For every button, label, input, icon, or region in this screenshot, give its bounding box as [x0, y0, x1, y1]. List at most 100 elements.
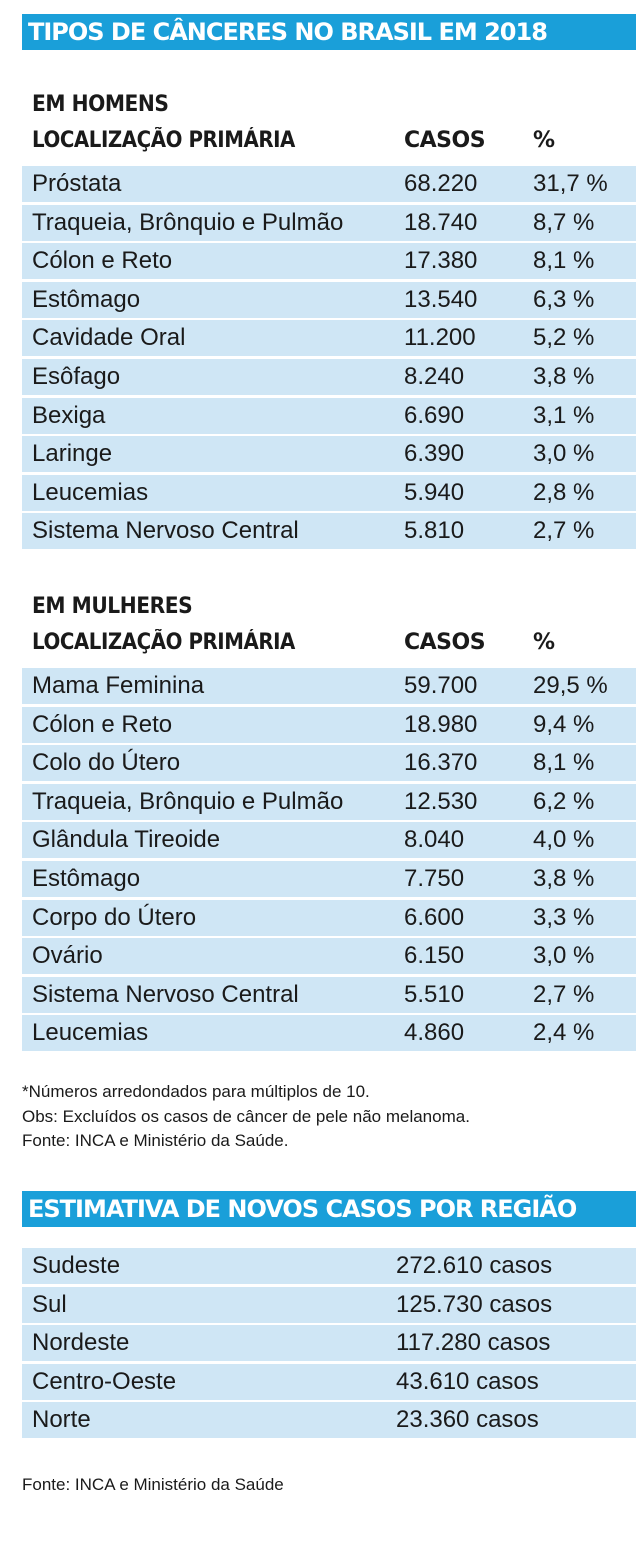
women-row-location: Glândula Tireoide: [32, 826, 221, 854]
men-table-row: Estômago 13.540 6,3 %: [22, 281, 636, 318]
men-row-cases: 11.200: [404, 324, 476, 352]
main-title-banner: TIPOS DE CÂNCERES NO BRASIL EM 2018: [22, 14, 636, 50]
region-row-name: Nordeste: [32, 1329, 130, 1357]
region-row-value: 272.610 casos: [396, 1252, 553, 1279]
men-row-cases: 6.390: [404, 440, 465, 468]
women-row-percent: 6,2 %: [533, 787, 595, 815]
men-row-cases: 8.240: [404, 362, 465, 390]
region-title-banner: ESTIMATIVA DE NOVOS CASOS POR REGIÃO: [22, 1191, 636, 1227]
women-row-percent: 2,4 %: [533, 1019, 595, 1047]
women-row-percent: 3,8 %: [533, 864, 595, 892]
women-row-cases: 59.700: [404, 672, 478, 699]
men-table-row: Traqueia, Brônquio e Pulmão 18.740 8,7 %: [22, 204, 636, 241]
men-row-location: Cólon e Reto: [32, 247, 173, 275]
men-row-percent: 8,1 %: [533, 247, 595, 275]
men-section-title: EM HOMENS: [32, 92, 169, 117]
region-table-row: Centro-Oeste 43.610 casos: [22, 1363, 636, 1400]
footnotes: *Números arredondados para múltiplos de …: [22, 1080, 470, 1154]
men-row-location: Bexiga: [32, 401, 106, 429]
women-row-cases: 12.530: [404, 787, 478, 815]
women-row-percent: 8,1 %: [533, 749, 595, 777]
women-row-percent: 9,4 %: [533, 710, 595, 738]
region-table-row: Nordeste 117.280 casos: [22, 1325, 636, 1362]
men-table-row: Cavidade Oral 11.200 5,2 %: [22, 320, 636, 357]
men-row-location: Esôfago: [32, 362, 121, 390]
region-row-value: 43.610 casos: [396, 1367, 539, 1395]
women-row-cases: 4.860: [404, 1019, 465, 1047]
men-row-location: Leucemias: [32, 478, 149, 506]
men-table-row: Laringe 6.390 3,0 %: [22, 436, 636, 473]
men-table-row: Cólon e Reto 17.380 8,1 %: [22, 243, 636, 280]
region-row-name: Centro-Oeste: [32, 1367, 177, 1395]
men-row-cases: 6.690: [404, 401, 465, 429]
women-table-row: Sistema Nervoso Central 5.510 2,7 %: [22, 976, 636, 1013]
region-table: Sudeste 272.610 casos Sul 125.730 casos Nord…: [22, 1248, 636, 1441]
women-table-row: Mama Feminina 59.700 29,5 %: [22, 668, 636, 704]
women-row-location: Mama Feminina: [32, 672, 205, 699]
women-row-cases: 16.370: [404, 749, 478, 777]
region-row-value: 117.280 casos: [396, 1329, 551, 1357]
source-bottom: Fonte: INCA e Ministério da Saúde: [22, 1475, 284, 1494]
women-row-cases: 6.600: [404, 903, 465, 931]
women-section-title: EM MULHERES: [32, 594, 193, 619]
women-row-location: Corpo do Útero: [32, 903, 197, 931]
men-row-cases: 18.740: [404, 208, 478, 236]
region-table-row: Norte 23.360 casos: [22, 1402, 636, 1439]
women-table-row: Leucemias 4.860 2,4 %: [22, 1015, 636, 1052]
men-row-percent: 31,7 %: [533, 170, 608, 197]
women-row-location: Leucemias: [32, 1019, 149, 1047]
men-row-percent: 3,8 %: [533, 362, 595, 390]
men-row-cases: 17.380: [404, 247, 478, 275]
women-row-cases: 8.040: [404, 826, 465, 854]
men-row-location: Traqueia, Brônquio e Pulmão: [32, 208, 344, 236]
men-row-location: Sistema Nervoso Central: [32, 517, 299, 545]
men-table-row: Próstata 68.220 31,7 %: [22, 166, 636, 202]
women-row-cases: 6.150: [404, 942, 465, 970]
women-row-percent: 3,3 %: [533, 903, 595, 931]
men-table-row: Sistema Nervoso Central 5.810 2,7 %: [22, 513, 636, 550]
women-table-row: Traqueia, Brônquio e Pulmão 12.530 6,2 %: [22, 783, 636, 820]
men-row-percent: 3,1 %: [533, 401, 595, 429]
men-row-percent: 8,7 %: [533, 208, 595, 236]
region-row-value: 23.360 casos: [396, 1406, 539, 1434]
men-row-location: Estômago: [32, 285, 141, 313]
women-table: Mama Feminina 59.700 29,5 % Cólon e Reto 18.…: [22, 668, 636, 1054]
women-row-percent: 3,0 %: [533, 942, 595, 970]
women-table-row: Estômago 7.750 3,8 %: [22, 860, 636, 897]
men-row-location: Próstata: [32, 170, 122, 197]
region-row-name: Sudeste: [32, 1252, 121, 1279]
men-row-percent: 5,2 %: [533, 324, 595, 352]
women-table-row: Cólon e Reto 18.980 9,4 %: [22, 706, 636, 743]
women-table-row: Glândula Tireoide 8.040 4,0 %: [22, 822, 636, 859]
women-row-location: Colo do Útero: [32, 749, 181, 777]
men-row-percent: 2,8 %: [533, 478, 595, 506]
women-row-location: Traqueia, Brônquio e Pulmão: [32, 787, 344, 815]
men-header-row: LOCALIZAÇÃO PRIMÁRIA CASOS %: [22, 128, 636, 162]
women-row-cases: 7.750: [404, 864, 465, 892]
men-table-row: Esôfago 8.240 3,8 %: [22, 358, 636, 395]
women-header-percent: %: [533, 630, 555, 655]
women-header-cases: CASOS: [404, 630, 486, 655]
women-table-row: Corpo do Útero 6.600 3,3 %: [22, 899, 636, 936]
region-row-name: Sul: [32, 1290, 67, 1318]
men-row-location: Laringe: [32, 440, 113, 468]
footnote-rounding: *Números arredondados para múltiplos de …: [22, 1082, 370, 1101]
men-header-cases: CASOS: [404, 128, 486, 153]
women-table-row: Colo do Útero 16.370 8,1 %: [22, 745, 636, 782]
region-table-row: Sul 125.730 casos: [22, 1286, 636, 1323]
women-row-percent: 29,5 %: [533, 672, 608, 699]
region-table-row: Sudeste 272.610 casos: [22, 1248, 636, 1284]
men-row-cases: 5.810: [404, 517, 465, 545]
region-row-name: Norte: [32, 1406, 91, 1434]
men-table-row: Bexiga 6.690 3,1 %: [22, 397, 636, 434]
women-row-percent: 2,7 %: [533, 980, 595, 1008]
footnote-source: Fonte: INCA e Ministério da Saúde.: [22, 1131, 289, 1150]
footnote-exclusion: Obs: Excluídos os casos de câncer de pel…: [22, 1106, 470, 1126]
men-row-percent: 2,7 %: [533, 517, 595, 545]
women-row-location: Estômago: [32, 864, 141, 892]
men-row-cases: 13.540: [404, 285, 478, 313]
men-row-cases: 68.220: [404, 170, 478, 197]
men-row-percent: 3,0 %: [533, 440, 595, 468]
women-table-row: Ovário 6.150 3,0 %: [22, 938, 636, 975]
women-row-percent: 4,0 %: [533, 826, 595, 854]
